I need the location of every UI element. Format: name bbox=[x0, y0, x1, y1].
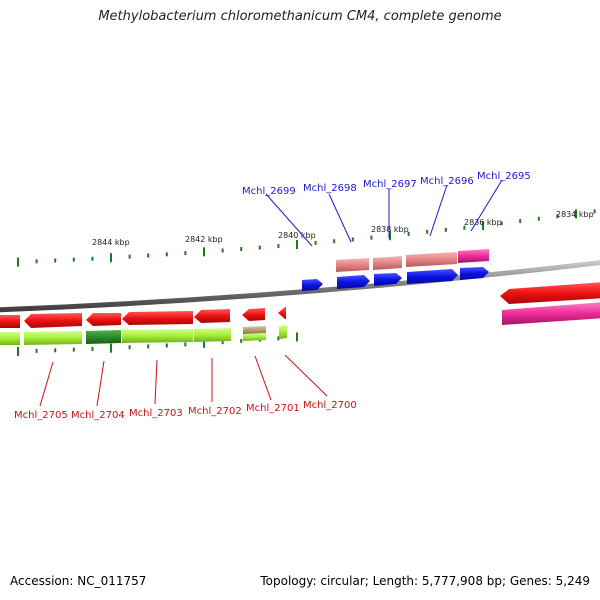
gene-mchl-2695[interactable] bbox=[460, 267, 489, 280]
gene-mchl-2701[interactable] bbox=[242, 308, 265, 321]
gene-block-2700-lower[interactable] bbox=[279, 325, 287, 339]
gene-mchl-2697[interactable] bbox=[374, 273, 402, 286]
gene-mchl-2704[interactable] bbox=[86, 313, 121, 326]
kbp-label-2836: 2836 kbp bbox=[464, 218, 502, 227]
kbp-label-2834: 2834 kbp bbox=[556, 210, 594, 219]
topology-text: Topology: circular; Length: 5,777,908 bp… bbox=[260, 574, 590, 588]
gene-label-mchl-2702[interactable]: Mchl_2702 bbox=[188, 406, 242, 417]
gene-block-2696-upper[interactable] bbox=[406, 252, 457, 267]
gene-label-mchl-2703[interactable]: Mchl_2703 bbox=[129, 408, 183, 419]
gene-label-mchl-2695[interactable]: Mchl_2695 bbox=[477, 171, 531, 182]
leader-line-mchl-2695 bbox=[470, 179, 503, 232]
leader-line-mchl-2705 bbox=[39, 361, 54, 407]
leader-lines-top bbox=[265, 179, 503, 247]
gene-block-2698-upper[interactable] bbox=[336, 258, 369, 272]
gene-block-2705-lower[interactable] bbox=[24, 331, 82, 345]
gene-mchl-2696[interactable] bbox=[407, 269, 458, 284]
gene-mchl-2700[interactable] bbox=[278, 307, 286, 319]
gene-mchl-2698[interactable] bbox=[337, 275, 370, 289]
gene-block-2704-lower[interactable] bbox=[86, 330, 121, 344]
gene-right-magenta[interactable] bbox=[502, 302, 600, 325]
gene-label-mchl-2698[interactable]: Mchl_2698 bbox=[303, 183, 357, 194]
gene-mchl-2702[interactable] bbox=[194, 309, 230, 323]
leader-lines-bottom bbox=[39, 354, 328, 407]
gene-block-2706-lower[interactable] bbox=[0, 332, 20, 345]
leader-line-mchl-2696 bbox=[429, 184, 448, 237]
genome-title: Methylobacterium chloromethanicum CM4, c… bbox=[98, 9, 502, 24]
accession-text: Accession: NC_011757 bbox=[10, 574, 147, 588]
gene-mchl-2705[interactable] bbox=[24, 313, 82, 328]
gene-block-2695-upper[interactable] bbox=[458, 249, 489, 263]
tick-marks-top bbox=[17, 209, 596, 267]
gene-block-2702-lower[interactable] bbox=[194, 328, 231, 342]
gene-label-mchl-2700[interactable]: Mchl_2700 bbox=[303, 400, 357, 411]
leader-line-mchl-2700 bbox=[284, 354, 328, 397]
gene-label-mchl-2701[interactable]: Mchl_2701 bbox=[246, 403, 300, 414]
leader-line-mchl-2698 bbox=[328, 193, 352, 243]
gene-block-2701-lower-lime[interactable] bbox=[243, 333, 266, 341]
kbp-label-2844: 2844 kbp bbox=[92, 238, 130, 247]
kbp-label-2838: 2838 kbp bbox=[371, 225, 409, 234]
gene-mchl-2703[interactable] bbox=[122, 311, 193, 325]
leader-line-mchl-2703 bbox=[154, 359, 158, 405]
gene-label-mchl-2704[interactable]: Mchl_2704 bbox=[71, 410, 125, 421]
genome-backbone bbox=[0, 260, 600, 313]
gene-mchl-2699[interactable] bbox=[302, 279, 323, 291]
gene-right-red[interactable] bbox=[500, 282, 600, 304]
gene-label-mchl-2705[interactable]: Mchl_2705 bbox=[14, 410, 68, 421]
kbp-label-2840: 2840 kbp bbox=[278, 231, 316, 240]
gene-block-2703-lower[interactable] bbox=[122, 329, 193, 343]
gene-label-mchl-2696[interactable]: Mchl_2696 bbox=[420, 176, 474, 187]
gene-block-2697-upper[interactable] bbox=[373, 256, 402, 270]
gene-mchl-2706-partial[interactable] bbox=[0, 315, 20, 328]
gene-label-mchl-2699[interactable]: Mchl_2699 bbox=[242, 186, 296, 197]
leader-line-mchl-2701 bbox=[254, 355, 272, 401]
leader-line-mchl-2704 bbox=[96, 360, 105, 407]
leader-line-mchl-2699 bbox=[265, 193, 313, 247]
gene-block-2701-lower-tan[interactable] bbox=[243, 326, 266, 334]
gene-label-mchl-2697[interactable]: Mchl_2697 bbox=[363, 179, 417, 190]
kbp-label-2842: 2842 kbp bbox=[185, 235, 223, 244]
